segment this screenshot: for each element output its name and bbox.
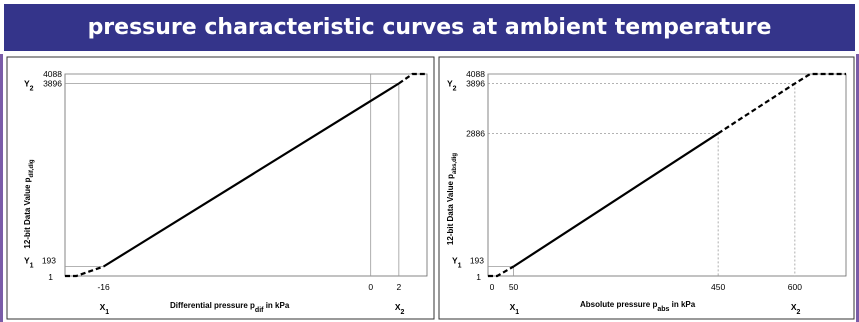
y2-marker: Y2 — [24, 78, 34, 92]
x-tick-2: 2 — [396, 282, 401, 292]
y-tick-4088: 4088 — [43, 69, 62, 79]
x-axis-label: Absolute pressure pabs in kPa — [580, 300, 696, 313]
y-tick-193: 193 — [42, 256, 56, 266]
series-solid-1 — [512, 132, 719, 268]
series-solid-1 — [103, 82, 400, 268]
x-tick-600: 600 — [788, 282, 802, 292]
y-axis-label: 12-bit Data Value pdif,dig — [23, 159, 35, 248]
charts-svg: 4088 Y2 3896 Y1 193 1 -16 0 2 X1 X2 Differential pr… — [6, 56, 855, 320]
x-axis-label: Differential pressure pdif in kPa — [170, 301, 290, 314]
series-dashed-2 — [717, 72, 846, 135]
chart-absolute: 4088 Y2 3896 2886 Y1 193 10 50 450 600 X1 X2 Absolut… — [438, 56, 855, 320]
y-tick-3896: 3896 — [43, 78, 62, 88]
x-tick-neg16: -16 — [97, 282, 110, 292]
series-dashed-0 — [65, 265, 104, 278]
chart-frame-left — [6, 56, 435, 320]
y-tick-4088: 4088 — [466, 69, 485, 79]
y-tick-2886: 2886 — [466, 128, 485, 138]
y1-marker: Y1 — [452, 256, 462, 269]
y2-marker: Y2 — [447, 78, 457, 92]
x2-marker: X2 — [791, 302, 801, 316]
x-tick-0: 0 — [490, 282, 495, 292]
chart-frame-right — [438, 56, 855, 320]
y1-marker: Y1 — [24, 256, 34, 269]
chart-differential: 4088 Y2 3896 Y1 193 1 -16 0 2 X1 X2 Differential pr… — [6, 56, 435, 320]
x2-marker: X2 — [395, 302, 405, 316]
y-tick-1: 1 — [48, 272, 53, 282]
y-tick-193: 193 — [470, 256, 484, 266]
x-tick-450: 450 — [711, 282, 725, 292]
x1-marker: X1 — [100, 302, 110, 316]
y-axis-label: 12-bit Data Value pabs,dig — [446, 153, 458, 245]
x-tick-0: 0 — [368, 282, 373, 292]
page-title: pressure characteristic curves at ambien… — [87, 15, 772, 40]
x1-marker: X1 — [510, 302, 520, 316]
x-tick-50: 50 — [509, 282, 519, 292]
series-dashed-0 — [488, 265, 515, 278]
page-title-banner: pressure characteristic curves at ambien… — [4, 4, 855, 51]
series-dashed-2 — [398, 72, 427, 85]
y-tick-3896: 3896 — [466, 78, 485, 88]
y-tick-1: 1 — [476, 272, 481, 282]
